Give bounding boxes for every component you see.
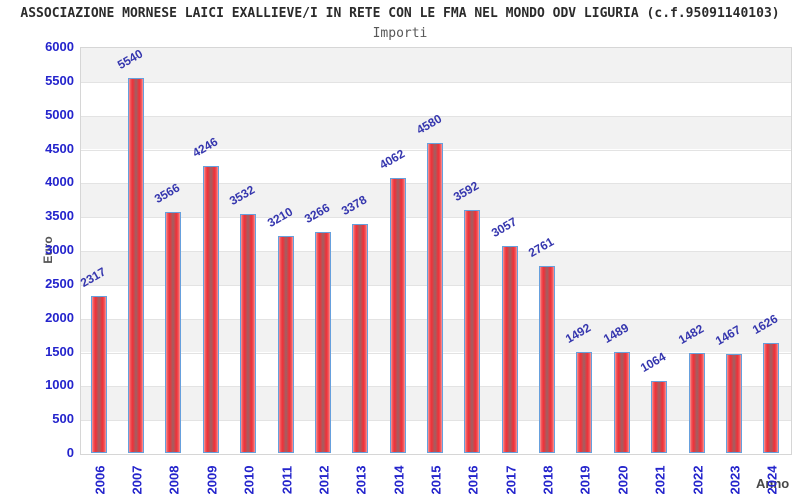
bar xyxy=(389,178,406,453)
bar xyxy=(688,353,705,453)
y-tick-label: 2000 xyxy=(45,309,74,325)
bar xyxy=(613,352,630,453)
x-tick-label: 2021 xyxy=(652,465,668,495)
x-tick-label: 2009 xyxy=(204,465,220,495)
x-tick-label: 2007 xyxy=(129,465,145,495)
x-tick-label: 2020 xyxy=(615,465,631,495)
bar xyxy=(165,212,182,453)
bar xyxy=(501,246,518,453)
bar xyxy=(202,166,219,453)
bar xyxy=(539,266,556,453)
chart-title: ASSOCIAZIONE MORNESE LAICI EXALLIEVE/I I… xyxy=(20,6,780,21)
y-tick-label: 3500 xyxy=(45,208,74,224)
x-tick-label: 2012 xyxy=(316,465,332,495)
x-tick-label: 2010 xyxy=(241,465,257,495)
bar xyxy=(314,232,331,453)
grid-band xyxy=(81,81,791,116)
x-tick-label: 2015 xyxy=(428,465,444,495)
y-tick-label: 6000 xyxy=(45,39,74,54)
x-tick-label: 2022 xyxy=(690,465,706,495)
x-tick-label: 2018 xyxy=(540,465,556,495)
bar xyxy=(576,352,593,453)
bar xyxy=(464,210,481,453)
x-tick-label: 2013 xyxy=(353,465,369,495)
y-tick-label: 4500 xyxy=(45,140,74,156)
bar xyxy=(128,78,145,453)
y-tick-label: 5000 xyxy=(45,106,74,122)
bar xyxy=(725,354,742,453)
y-tick-label: 2500 xyxy=(45,275,74,291)
bar xyxy=(427,143,443,453)
y-tick-label: 0 xyxy=(66,445,74,460)
x-tick-label: 2023 xyxy=(727,465,743,495)
y-tick-label: 1500 xyxy=(45,343,74,359)
y-tick-label: 5500 xyxy=(45,72,74,88)
x-tick-label: 2019 xyxy=(577,465,593,495)
bar xyxy=(352,224,369,453)
x-tick-label: 2011 xyxy=(279,465,295,495)
x-tick-label: 2017 xyxy=(503,465,519,495)
bar xyxy=(763,343,780,453)
y-tick-label: 1000 xyxy=(45,377,74,393)
bar xyxy=(90,296,107,453)
bar xyxy=(240,214,257,453)
x-tick-label: 2024 xyxy=(764,465,780,495)
x-tick-label: 2006 xyxy=(92,465,108,495)
y-tick-label: 4000 xyxy=(45,174,74,190)
y-tick-label: 3000 xyxy=(45,242,74,257)
bar xyxy=(651,381,668,453)
x-axis-title: Anno xyxy=(756,476,790,491)
x-tick-label: 2016 xyxy=(465,465,481,495)
chart-subtitle: Importi xyxy=(372,26,428,41)
x-tick-label: 2014 xyxy=(391,465,407,495)
x-tick-label: 2008 xyxy=(166,465,182,495)
bar xyxy=(277,236,294,453)
grid-band xyxy=(81,48,791,82)
y-tick-label: 500 xyxy=(52,411,74,427)
